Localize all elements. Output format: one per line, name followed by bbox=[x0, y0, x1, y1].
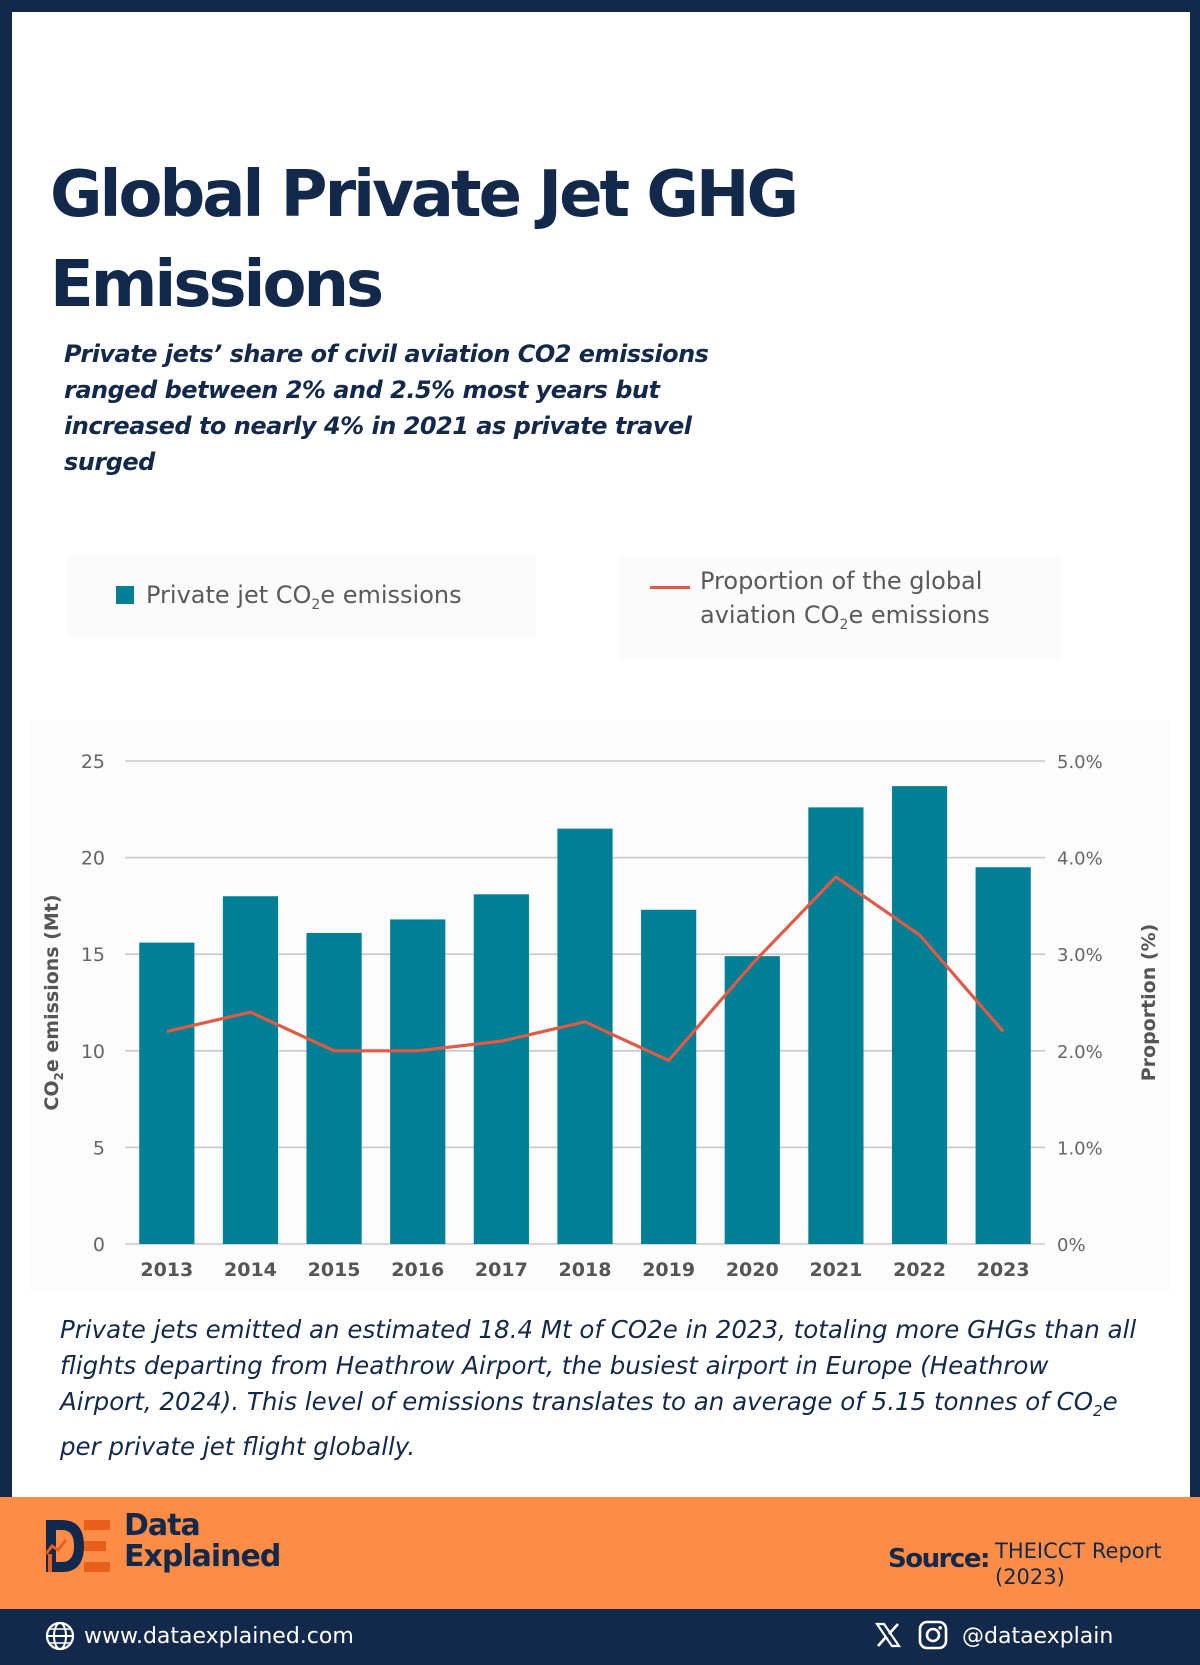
bar bbox=[306, 932, 362, 1244]
x-tick-label: 2019 bbox=[642, 1259, 695, 1281]
chart-area: 0 5 10 15 20 25 0% 1.0% 2.0% 3.0% 4.0% 5.0% 2013 2014… bbox=[30, 720, 1170, 1290]
legend-panel-bars: Private jet CO2e emissions bbox=[66, 556, 536, 636]
bar bbox=[641, 909, 697, 1244]
bar bbox=[390, 919, 446, 1244]
footer-band bbox=[0, 1497, 1200, 1609]
page-title: Global Private Jet GHG Emissions bbox=[50, 158, 799, 322]
x-tick-label: 2013 bbox=[140, 1259, 193, 1281]
x-tick-label: 2017 bbox=[475, 1259, 528, 1281]
y2-tick-label: 5.0% bbox=[1057, 752, 1103, 773]
brand-name: Data Explained bbox=[124, 1508, 281, 1574]
y-tick-label: 0 bbox=[93, 1234, 105, 1256]
y2-tick-label: 1.0% bbox=[1057, 1138, 1103, 1159]
legend-panel-line: Proportion of the global aviation CO2e em… bbox=[620, 558, 1060, 658]
bar bbox=[975, 867, 1031, 1244]
bar bbox=[139, 942, 195, 1244]
data-explained-logo bbox=[44, 1520, 110, 1572]
legend-item-bars: Private jet CO2e emissions bbox=[116, 578, 462, 622]
social-handle[interactable]: @dataexplain bbox=[962, 1624, 1114, 1649]
bar bbox=[891, 786, 948, 1244]
x-logo-icon[interactable] bbox=[874, 1621, 902, 1649]
instagram-icon[interactable] bbox=[917, 1619, 949, 1651]
legend-label-bars: Private jet CO2e emissions bbox=[146, 581, 462, 613]
x-tick-label: 2021 bbox=[809, 1259, 862, 1281]
bar bbox=[808, 807, 864, 1244]
globe-icon bbox=[45, 1621, 75, 1651]
y-tick-label: 20 bbox=[81, 848, 105, 870]
page-subtitle: Private jets’ share of civil aviation CO… bbox=[64, 340, 709, 476]
bar bbox=[724, 956, 780, 1244]
y-tick-label: 5 bbox=[93, 1137, 105, 1159]
combo-chart: 0 5 10 15 20 25 0% 1.0% 2.0% 3.0% 4.0% 5.0% 2013 2014… bbox=[41, 751, 1160, 1281]
y2-tick-label: 0% bbox=[1057, 1235, 1086, 1256]
caption-text: Private jets emitted an estimated 18.4 M… bbox=[60, 1315, 1137, 1461]
y-tick-label: 25 bbox=[81, 751, 105, 773]
legend-swatch-bar bbox=[116, 586, 134, 604]
y-axis-title: CO2e emissions (Mt) bbox=[41, 894, 66, 1110]
x-tick-label: 2018 bbox=[559, 1259, 612, 1281]
bar bbox=[222, 896, 279, 1244]
y-tick-label: 10 bbox=[81, 1041, 105, 1063]
source-text: THEICCT Report (2023) bbox=[995, 1539, 1162, 1589]
x-tick-label: 2016 bbox=[391, 1259, 444, 1281]
legend-item-line: Proportion of the global aviation CO2e em… bbox=[650, 564, 990, 642]
x-tick-label: 2020 bbox=[726, 1259, 779, 1281]
source-label: Source: bbox=[888, 1544, 990, 1574]
x-tick-label: 2015 bbox=[308, 1259, 361, 1281]
x-tick-label: 2023 bbox=[977, 1259, 1030, 1281]
legend-label-line: Proportion of the global aviation CO2e em… bbox=[700, 567, 990, 633]
x-tick-label: 2014 bbox=[224, 1259, 277, 1281]
website-link[interactable]: www.dataexplained.com bbox=[84, 1624, 354, 1649]
y2-tick-label: 3.0% bbox=[1057, 945, 1103, 966]
bar bbox=[557, 828, 613, 1244]
x-tick-label: 2022 bbox=[893, 1259, 946, 1281]
y-tick-label: 15 bbox=[81, 944, 105, 966]
bar bbox=[473, 894, 529, 1244]
bottom-bar bbox=[0, 1609, 1200, 1665]
y2-tick-label: 2.0% bbox=[1057, 1042, 1103, 1063]
legend-swatch-line bbox=[650, 586, 690, 589]
proportion-line bbox=[166, 875, 1005, 1063]
y2-axis-title: Proportion (%) bbox=[1138, 924, 1160, 1082]
y2-tick-label: 4.0% bbox=[1057, 849, 1103, 870]
